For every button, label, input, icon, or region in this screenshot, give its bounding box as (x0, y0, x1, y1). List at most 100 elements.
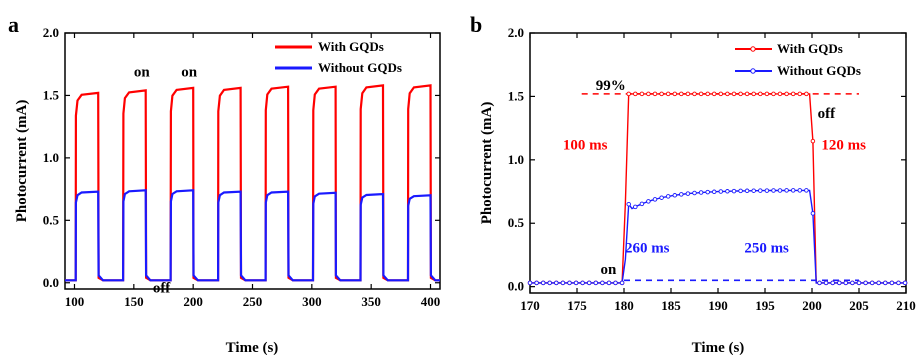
panel-b-data-point (672, 91, 678, 97)
panel-b-data-point (764, 188, 770, 193)
panel-b-annotations: 99% off 100 ms 120 ms 260 ms 250 ms on (563, 78, 866, 278)
panel-a-series (65, 84, 440, 282)
panel-b-x-tick-label: 190 (708, 298, 728, 313)
panel-b-data-point (633, 91, 638, 97)
panel-b-data-point (665, 194, 671, 199)
panel-b-data-point (547, 280, 552, 286)
panel-b-data-point (567, 280, 572, 286)
panel-b-data-point (830, 280, 835, 286)
panel-b-y-tick-label: 0.5 (508, 215, 525, 230)
panel-b-data-point (883, 280, 888, 286)
panel-b-data-point (698, 190, 704, 195)
panel-b-data-point (771, 188, 776, 193)
panel-b-data-point (606, 280, 612, 286)
panel-b-data-point (554, 280, 559, 286)
panel-a-x-tick-label: 150 (124, 294, 144, 309)
panel-b-data-point (738, 188, 743, 194)
panel-b: b 170 175 180 185 190 195 200 205 210 0.0 0.5 1.0 1.… (470, 12, 916, 355)
panel-a-series-line-without-gqds (65, 189, 440, 282)
panel-b-data-point (777, 91, 783, 97)
panel-b-data-point (837, 280, 842, 286)
panel-a-y-tick-label: 0.5 (43, 212, 60, 227)
panel-b-data-point (705, 189, 710, 195)
panel-b-legend: With GQDs Without GQDs (735, 41, 861, 78)
panel-a-y-axis-label: Photocurrent (mA) (14, 100, 30, 223)
panel-b-x-axis-label: Time (s) (692, 340, 745, 355)
panel-b-legend-marker-red (750, 46, 756, 52)
panel-b-data-point (804, 188, 809, 193)
panel-b-annotation: on (601, 262, 618, 278)
panel-b-data-point (797, 91, 803, 97)
panel-a-y-tick-label: 2.0 (43, 25, 59, 40)
panel-b-data-point (540, 280, 546, 286)
panel-b-series (527, 91, 908, 286)
panel-b-data-point (626, 201, 631, 207)
panel-b-x-tick-label: 200 (802, 298, 822, 313)
panel-b-data-point (876, 280, 881, 286)
panel-b-y-tick-label: 1.0 (508, 152, 524, 167)
panel-b-data-point (534, 280, 539, 286)
panel-b-data-point (692, 91, 697, 97)
panel-a-legend-label-red: With GQDs (318, 39, 384, 54)
panel-b-data-point (790, 188, 796, 193)
panel-b-data-point (804, 91, 809, 97)
panel-b-annotation: 100 ms (563, 138, 608, 154)
panel-b-data-point (725, 189, 730, 194)
panel-b-data-point (902, 280, 908, 286)
panel-b-x-tick-label: 195 (755, 298, 775, 313)
panel-b-data-point (711, 189, 717, 195)
panel-b-data-point (646, 199, 651, 204)
panel-b-x-tick-label: 210 (896, 298, 916, 313)
panel-b-data-point (850, 280, 855, 286)
panel-a-y-tick-label: 1.0 (43, 150, 59, 165)
panel-b-x-tick-label: 205 (849, 298, 869, 313)
panel-b-annotation: 250 ms (744, 240, 789, 256)
panel-b-data-point (718, 189, 724, 194)
panel-a-x-tick-label: 100 (65, 294, 85, 309)
panel-b-y-tick-label: 2.0 (508, 25, 524, 40)
panel-b-data-point (679, 91, 684, 97)
panel-b-data-point (639, 201, 645, 207)
panel-a-y-tick-label: 1.5 (43, 87, 60, 102)
panel-b-y-tick-label: 0.0 (508, 279, 524, 294)
panel-b-data-point (744, 91, 750, 97)
panel-b-data-point (573, 280, 579, 286)
panel-a-annotation: on (134, 65, 151, 81)
panel-a-x-tick-label: 350 (361, 294, 381, 309)
panel-b-legend-label-blue: Without GQDs (777, 63, 861, 78)
panel-b-data-point (659, 195, 664, 200)
panel-a-x-tick-label: 300 (302, 294, 322, 309)
panel-b-data-point (665, 91, 671, 97)
panel-b-x-tick-label: 185 (661, 298, 681, 313)
panel-b-data-point (659, 91, 664, 97)
panel-b-legend-marker-blue (750, 68, 756, 74)
panel-b-data-point (797, 188, 803, 193)
panel-b-data-point (705, 91, 710, 97)
panel-b-x-tick-label: 170 (520, 298, 540, 313)
panel-b-data-point (586, 280, 592, 286)
panel-b-data-point (731, 91, 737, 97)
panel-b-series-line-without-gqds (530, 189, 906, 284)
panel-b-data-point (639, 91, 645, 97)
panel-b-data-point (784, 188, 789, 193)
panel-b-annotation: off (818, 106, 836, 122)
panel-b-data-point (758, 91, 763, 97)
panel-b-data-point (527, 280, 533, 286)
panel-b-ticks: 170 175 180 185 190 195 200 205 210 0.0 0.5 1.0 1.5 2… (508, 25, 916, 313)
panel-b-y-axis-label: Photocurrent (mA) (479, 102, 495, 225)
panel-b-data-point (843, 280, 849, 286)
panel-a-x-tick-label: 200 (183, 294, 203, 309)
panel-a-annotation: on (181, 65, 198, 81)
panel-b-label: b (470, 12, 482, 37)
panel-b-data-point (869, 280, 875, 286)
panel-a-legend: With GQDs Without GQDs (275, 39, 402, 75)
panel-b-data-point (646, 91, 651, 97)
panel-b-data-point (889, 280, 895, 286)
panel-b-data-point (810, 211, 816, 216)
panel-b-annotation: 99% (596, 78, 626, 94)
panel-b-data-point (711, 91, 717, 97)
panel-a-annotation: off (153, 281, 171, 297)
panel-b-data-point (738, 91, 743, 97)
panel-b-annotation: 260 ms (625, 240, 670, 256)
panel-b-data-point (692, 190, 697, 196)
